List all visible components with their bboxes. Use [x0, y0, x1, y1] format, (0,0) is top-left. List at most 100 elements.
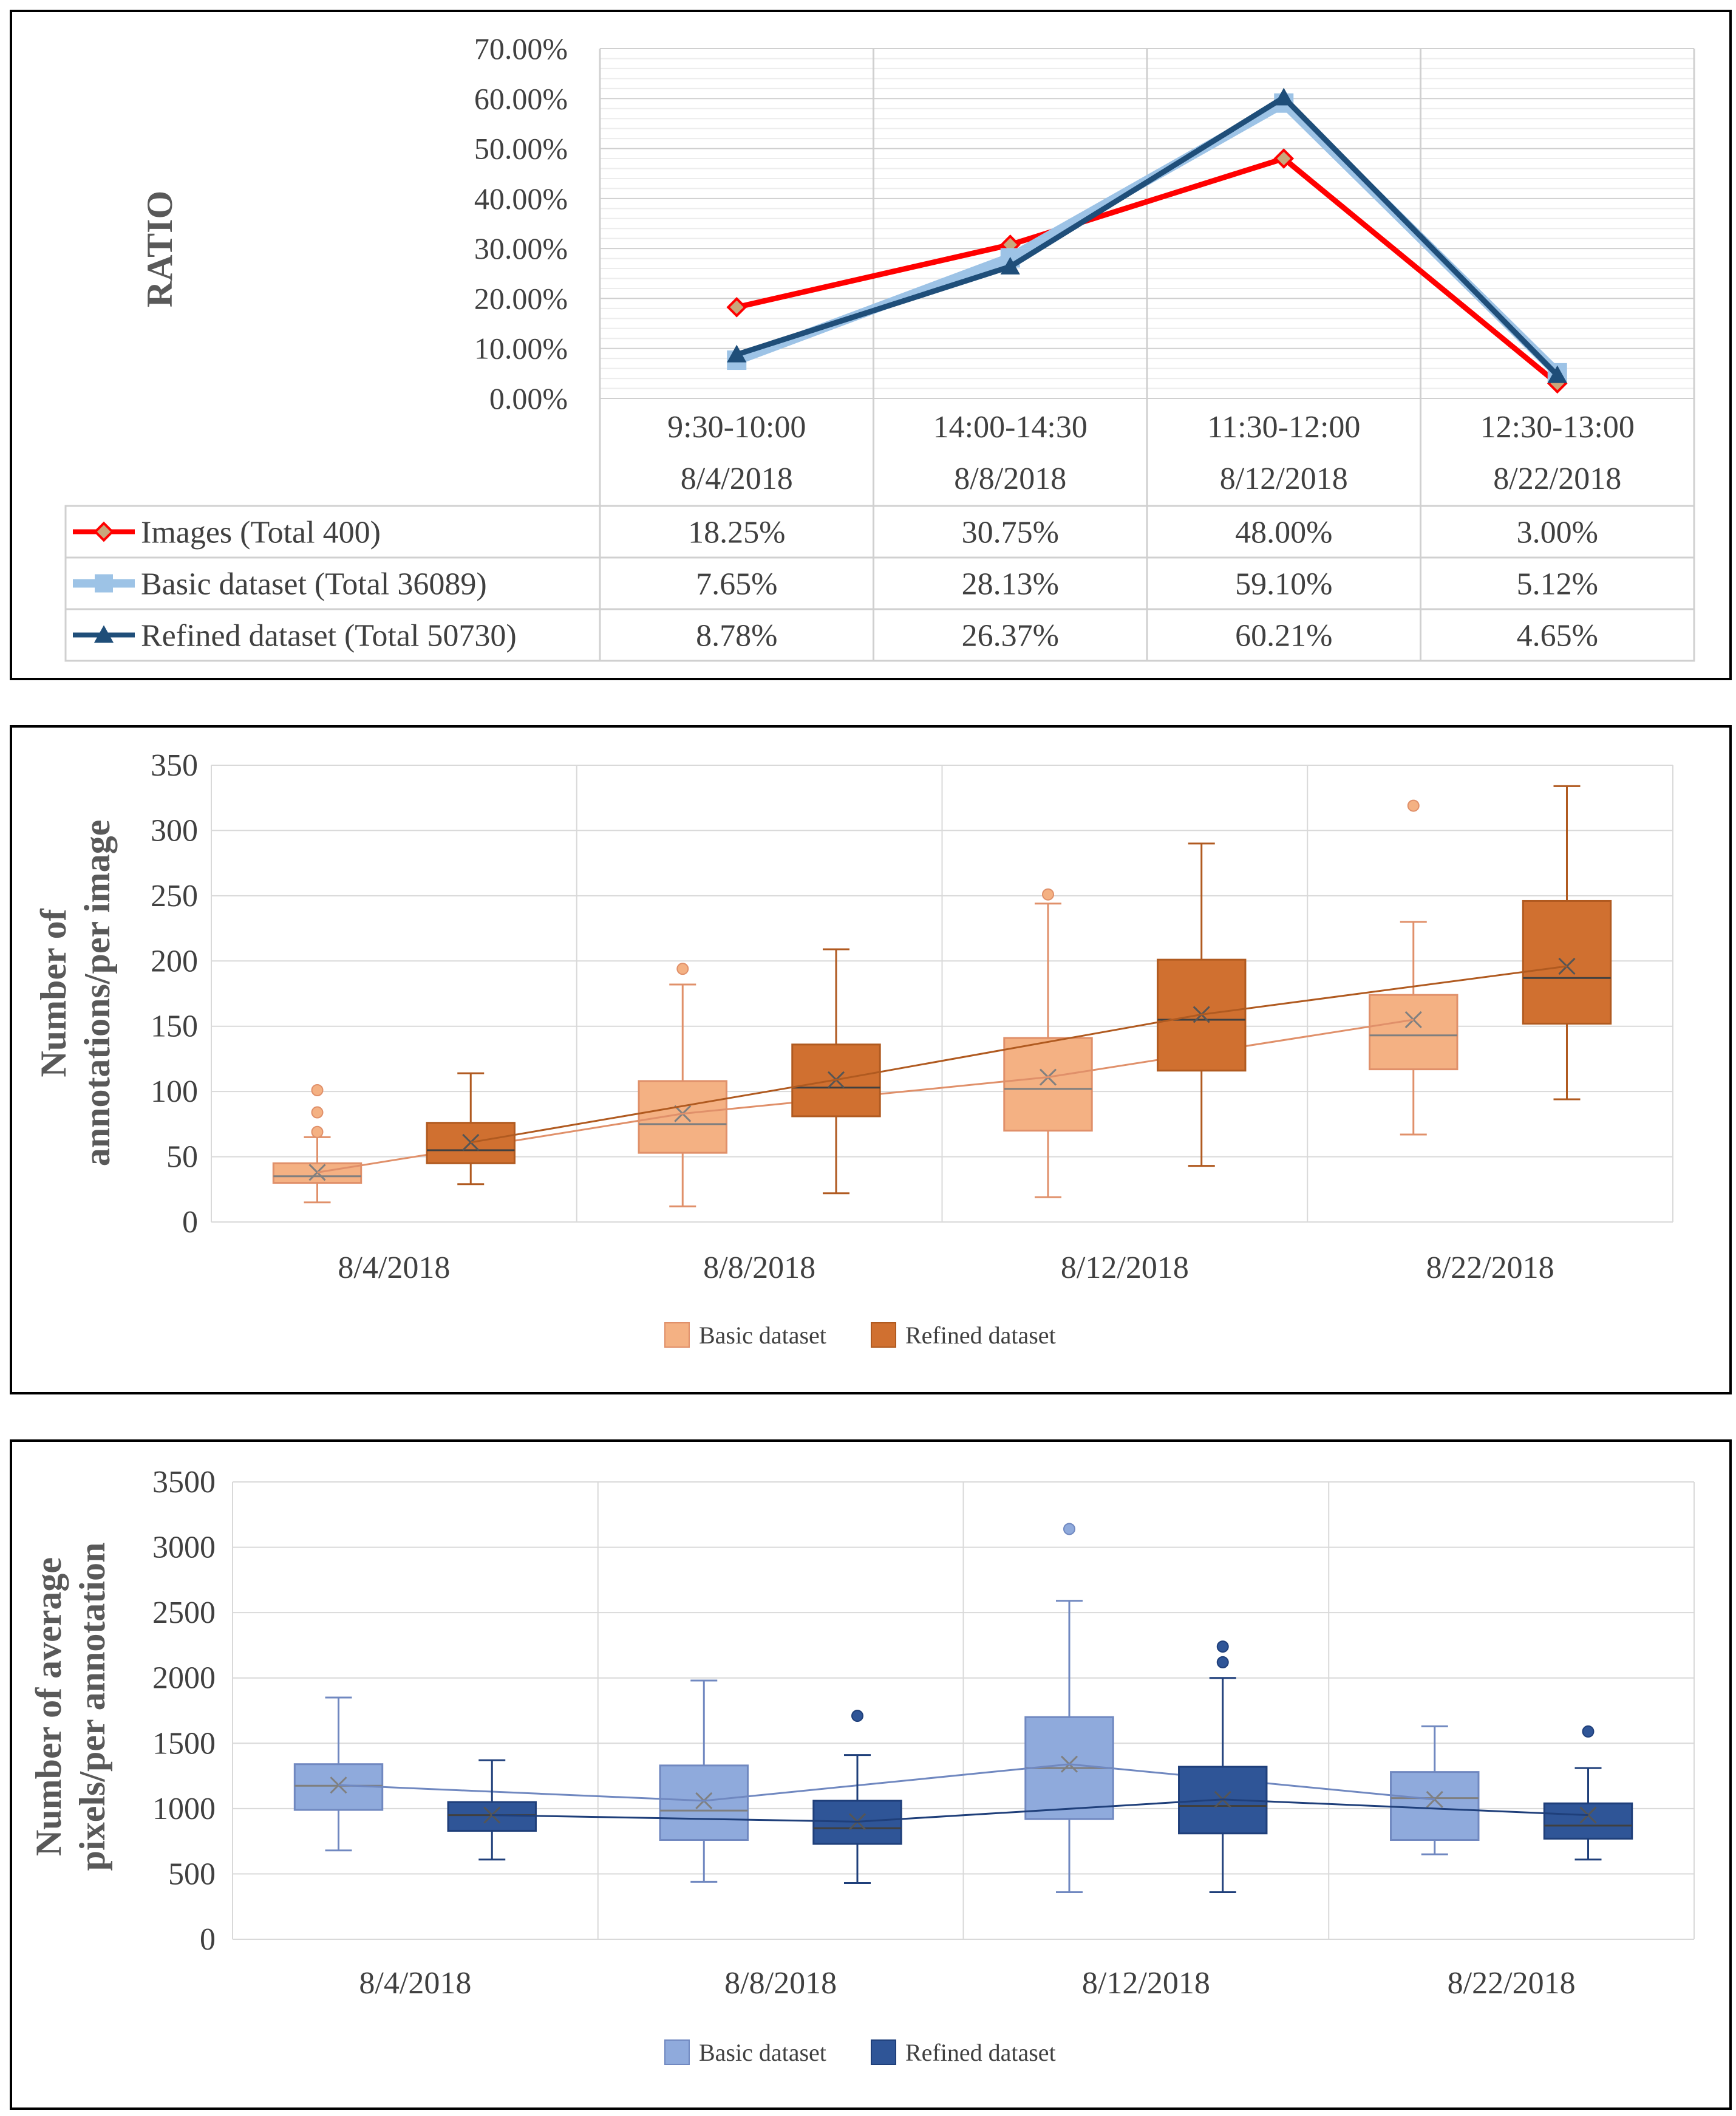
mean-marker — [483, 1806, 501, 1824]
legend-label: Refined dataset (Total 50730) — [141, 619, 517, 654]
marker-triangle — [94, 625, 114, 643]
x-tick-date-label: 8/8/2018 — [954, 462, 1066, 496]
box-iqr — [1369, 994, 1459, 1071]
y-tick-label: 1500 — [152, 1726, 216, 1761]
y-axis-label: Number of average pixels/per annotation — [29, 1543, 112, 1871]
y-axis-label-line: Number of average — [29, 1557, 69, 1856]
y-tick-label: 30.00% — [474, 231, 568, 265]
table-cell: 30.75% — [962, 516, 1059, 550]
y-tick-label: 20.00% — [474, 281, 568, 315]
table-cell: 60.21% — [1235, 619, 1332, 654]
series-line — [735, 95, 1559, 377]
x-tick-label: 8/22/2018 — [1448, 1966, 1576, 2001]
mean-trend-line — [492, 1798, 1588, 1823]
y-tick-label: 50.00% — [474, 132, 568, 166]
x-tick-label: 8/4/2018 — [338, 1251, 450, 1285]
y-tick-label: 3000 — [152, 1531, 216, 1565]
y-tick-label: 2500 — [152, 1596, 216, 1630]
outlier-point — [311, 1106, 324, 1119]
y-tick-label: 50 — [166, 1140, 198, 1175]
y-tick-label: 100 — [151, 1074, 198, 1109]
box-4 — [1522, 785, 1612, 1101]
box-1 — [272, 1084, 363, 1204]
y-tick-label: 0 — [182, 1205, 198, 1240]
outlier-point — [851, 1710, 863, 1722]
x-tick-label: 8/8/2018 — [703, 1251, 815, 1285]
y-axis-label-line: pixels/per annotation — [72, 1543, 112, 1871]
series-3 — [727, 87, 1567, 383]
mean-marker — [462, 1133, 480, 1152]
table-cell: 28.13% — [962, 567, 1059, 602]
x-tick-label: 8/8/2018 — [724, 1966, 837, 2001]
x-tick-label: 8/12/2018 — [1082, 1966, 1210, 2001]
box-2 — [659, 1679, 749, 1883]
ratio-line-chart: 0.00% 10.00% 20.00% 30.00% 40.00% 50.00% 60.00… — [64, 32, 1695, 662]
x-tick-label: 8/22/2018 — [1426, 1251, 1554, 1285]
pixels-box-chart: 0 500 1000 1500 2000 2500 3000 3500 8/4/2018 8/8/… — [29, 1465, 1695, 2066]
y-axis-label: RATIO — [140, 191, 180, 307]
marker-triangle — [727, 344, 747, 363]
box-3 — [1003, 888, 1093, 1198]
mean-trend-line — [470, 965, 1567, 1144]
legend-label: Refined dataset — [905, 1322, 1056, 1349]
legend-label: Basic dataset — [699, 2039, 826, 2066]
y-tick-label: 250 — [151, 879, 198, 913]
outlier-point — [311, 1125, 324, 1138]
marker-triangle — [1274, 87, 1294, 106]
series-1 — [293, 1523, 1480, 1894]
legend-label: Images (Total 400) — [141, 516, 381, 550]
legend-swatch — [664, 2039, 690, 2065]
outlier-point — [1216, 1640, 1229, 1653]
outlier-point — [1582, 1725, 1595, 1738]
box-iqr — [638, 1080, 727, 1154]
legend-swatch — [871, 2039, 896, 2065]
marker-diamond — [726, 297, 747, 318]
series-line — [736, 155, 1559, 386]
y-axis-label-line: annotations/per image — [77, 820, 117, 1167]
x-tick-time-label: 12:30-13:00 — [1480, 410, 1635, 445]
data-table-border — [64, 505, 1695, 662]
box-iqr — [659, 1764, 749, 1841]
table-cell: 7.65% — [696, 567, 777, 602]
box-3 — [1157, 842, 1247, 1167]
y-tick-label: 60.00% — [474, 81, 568, 115]
table-cell: 26.37% — [962, 619, 1059, 654]
marker-triangle — [1000, 256, 1020, 275]
table-cell: 3.00% — [1517, 516, 1598, 550]
x-tick-date-label: 8/22/2018 — [1493, 462, 1621, 496]
table-cell: 8.78% — [696, 619, 777, 654]
x-tick-time-label: 14:00-14:30 — [933, 410, 1088, 445]
box-iqr — [1157, 958, 1247, 1072]
outlier-point — [311, 1084, 324, 1096]
table-cell: 48.00% — [1235, 516, 1332, 550]
series-2 — [447, 1640, 1633, 1894]
x-tick-label: 8/4/2018 — [359, 1966, 471, 2001]
y-tick-label: 3500 — [152, 1465, 216, 1500]
marker-diamond — [94, 521, 114, 542]
box-iqr — [1522, 899, 1612, 1025]
mean-marker — [1404, 1011, 1422, 1029]
outlier-point — [676, 963, 689, 975]
box-1 — [426, 1072, 516, 1186]
x-tick-label: 8/12/2018 — [1061, 1251, 1189, 1285]
y-tick-label: 350 — [151, 748, 198, 783]
x-tick-date-label: 8/4/2018 — [681, 462, 793, 496]
y-tick-label: 500 — [168, 1857, 216, 1891]
box-4 — [1543, 1725, 1633, 1861]
y-tick-label: 10.00% — [474, 332, 568, 366]
y-axis-label: Number of annotations/per image — [33, 820, 117, 1167]
box-3 — [1024, 1523, 1114, 1894]
y-tick-label: 0.00% — [489, 381, 568, 415]
box-4 — [1390, 1725, 1480, 1855]
outlier-point — [1407, 799, 1420, 812]
legend-label: Basic dataset (Total 36089) — [141, 567, 487, 602]
y-tick-label: 1000 — [152, 1792, 216, 1826]
legend-label: Refined dataset — [905, 2039, 1056, 2066]
box-iqr — [1390, 1771, 1480, 1841]
x-tick-time-label: 11:30-12:00 — [1207, 410, 1360, 445]
y-tick-label: 40.00% — [474, 182, 568, 216]
mean-marker — [1426, 1790, 1443, 1808]
table-cell: 5.12% — [1517, 567, 1598, 602]
y-tick-label: 0 — [200, 1922, 216, 1957]
panel-1-frame — [10, 10, 1732, 680]
